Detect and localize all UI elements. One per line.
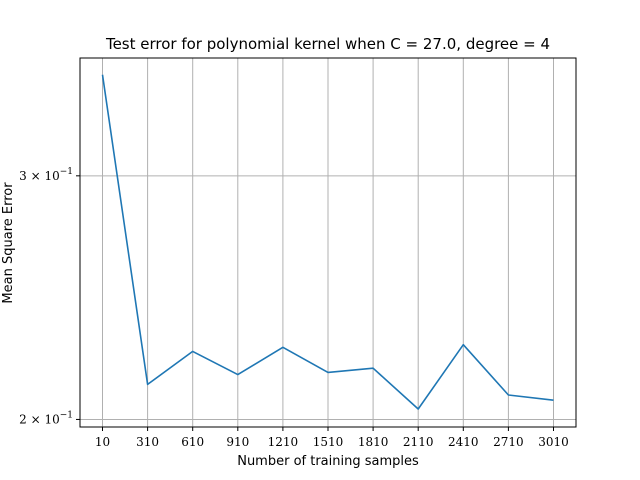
x-tick-labels: 10 310 610 910 1210 1510 1810 2110 2410 2710 3010 <box>95 435 569 449</box>
x-tick-label: 3010 <box>538 435 569 449</box>
y-axis-label: Mean Square Error <box>1 182 16 304</box>
grid <box>80 58 576 427</box>
x-axis-label: Number of training samples <box>237 454 419 469</box>
x-tick-label: 2110 <box>403 435 434 449</box>
y-tick-labels: 2 × 10−1 3 × 10−1 <box>19 167 73 427</box>
x-tick-label: 1210 <box>268 435 299 449</box>
y-tick-label: 3 × 10−1 <box>19 167 73 183</box>
x-tick-label: 2410 <box>448 435 479 449</box>
x-tick-label: 10 <box>95 435 110 449</box>
x-tick-label: 310 <box>136 435 159 449</box>
ticks <box>76 175 554 431</box>
x-tick-label: 2710 <box>493 435 524 449</box>
series-line <box>101 74 554 410</box>
x-tick-label: 1510 <box>313 435 344 449</box>
x-tick-label: 1810 <box>358 435 389 449</box>
x-tick-label: 610 <box>181 435 204 449</box>
x-tick-label: 910 <box>226 435 249 449</box>
y-tick-label: 2 × 10−1 <box>19 410 73 426</box>
series-layer <box>101 74 554 410</box>
chart-title: Test error for polynomial kernel when C … <box>105 35 550 53</box>
